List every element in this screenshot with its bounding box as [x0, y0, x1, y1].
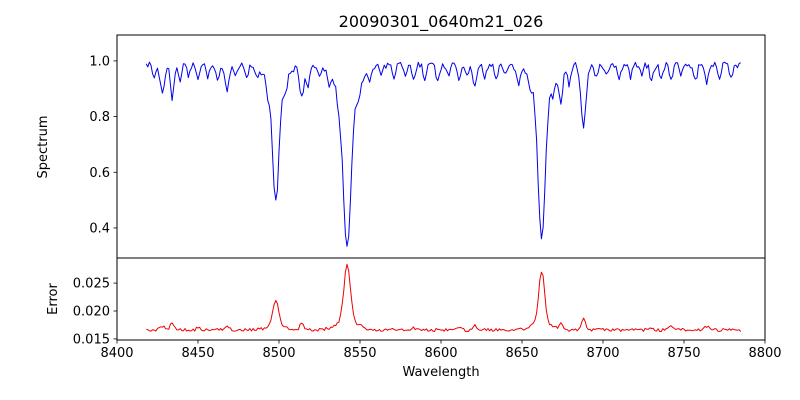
- spectrum-y-axis-label: Spectrum: [36, 116, 51, 179]
- x-axis-ticks: 8400 8450 8500 8550 8600 8650 8700 8750 8800: [100, 340, 782, 361]
- spectrum-y-tick-label: 1.0: [89, 54, 110, 69]
- spectrum-y-tick-label: 0.4: [89, 221, 110, 236]
- x-tick-label: 8750: [667, 346, 700, 361]
- x-tick-label: 8550: [343, 346, 376, 361]
- error-y-axis-label: Error: [46, 283, 61, 315]
- error-y-axis-ticks: 0.015 0.020 0.025: [73, 277, 117, 347]
- x-tick-label: 8800: [748, 346, 781, 361]
- error-y-tick-label: 0.015: [73, 332, 110, 347]
- x-axis-label: Wavelength: [402, 365, 479, 380]
- error-line: [146, 263, 742, 332]
- spectrum-y-axis-ticks: 0.4 0.6 0.8 1.0: [89, 54, 117, 236]
- spectrum-line: [145, 61, 741, 247]
- chart-title: 20090301_0640m21_026: [339, 12, 544, 32]
- x-tick-label: 8600: [424, 346, 457, 361]
- spectrum-y-tick-label: 0.8: [89, 110, 110, 125]
- axes-frames: [116, 34, 766, 341]
- spectrum-y-tick-label: 0.6: [89, 166, 110, 181]
- x-tick-label: 8700: [586, 346, 619, 361]
- x-tick-label: 8400: [100, 346, 133, 361]
- x-tick-label: 8450: [181, 346, 214, 361]
- x-tick-label: 8650: [505, 346, 538, 361]
- x-tick-label: 8500: [262, 346, 295, 361]
- series-group: [145, 61, 742, 332]
- error-y-tick-label: 0.020: [73, 304, 110, 319]
- error-y-tick-label: 0.025: [73, 277, 110, 292]
